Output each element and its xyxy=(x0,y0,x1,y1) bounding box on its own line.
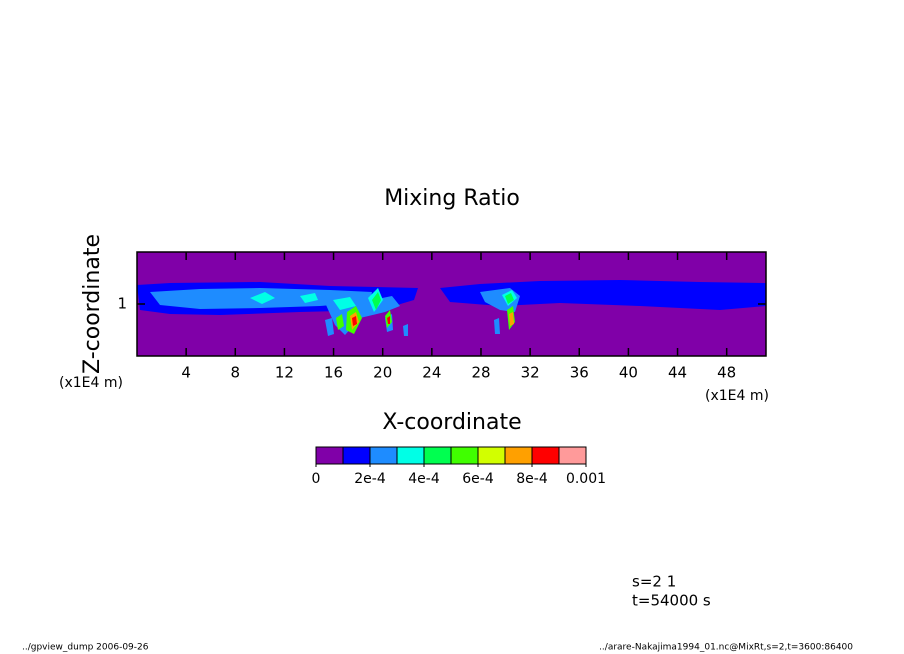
colorbar-cell xyxy=(396,446,425,465)
x-tick-label: 16 xyxy=(324,364,343,382)
contour-region xyxy=(509,312,514,326)
x-tick-label: 4 xyxy=(181,364,191,382)
contour-field xyxy=(137,252,766,356)
contour-region xyxy=(336,314,344,330)
x-unit: (x1E4 m) xyxy=(705,388,769,404)
contour-region xyxy=(300,293,318,303)
contour-region xyxy=(440,280,766,310)
x-axis-label: X-coordinate xyxy=(382,410,521,435)
x-tick-label: 48 xyxy=(717,364,736,382)
contour-region xyxy=(333,297,356,310)
y-unit: (x1E4 m) xyxy=(59,375,123,391)
y-axis-label: Z-coordinate xyxy=(80,234,105,374)
contour-region xyxy=(352,316,357,326)
contour-region xyxy=(494,318,500,334)
x-tick-label: 8 xyxy=(231,364,241,382)
x-tick-label: 40 xyxy=(619,364,638,382)
y-tick-label: 1 xyxy=(117,295,127,313)
contour-region xyxy=(325,318,334,336)
x-tick-label: 24 xyxy=(422,364,441,382)
contour-region xyxy=(403,324,408,336)
colorbar-cell xyxy=(315,446,344,465)
colorbar-cell xyxy=(342,446,371,465)
colorbar-cell xyxy=(477,446,506,465)
footer: ../gpview_dump 2006-09-26 xyxy=(22,643,149,653)
colorbar-cell xyxy=(558,446,587,465)
colorbar-cell xyxy=(450,446,479,465)
colorbar-cell xyxy=(423,446,452,465)
contour-region xyxy=(372,292,381,310)
colorbar-cell xyxy=(369,446,398,465)
colorbar-cell xyxy=(531,446,560,465)
colorbar-label: 4e-4 xyxy=(408,471,440,487)
colorbar-label: 2e-4 xyxy=(354,471,386,487)
x-tick-label: 32 xyxy=(521,364,540,382)
x-tick-label: 12 xyxy=(275,364,294,382)
colorbar-label: 0.001 xyxy=(566,471,606,487)
x-tick-label: 44 xyxy=(668,364,687,382)
contour-region xyxy=(387,316,390,324)
footer: ../arare-Nakajima1994_01.nc@MixRt,s=2,t=… xyxy=(599,643,853,653)
x-tick-label: 28 xyxy=(471,364,490,382)
contour-region xyxy=(505,293,514,304)
annotation: s=2 1 xyxy=(632,573,676,591)
annotation: t=54000 s xyxy=(632,592,711,610)
colorbar-label: 6e-4 xyxy=(462,471,494,487)
contour-region xyxy=(250,292,275,304)
x-tick-label: 36 xyxy=(570,364,589,382)
chart-title: Mixing Ratio xyxy=(384,186,520,211)
colorbar-cell xyxy=(504,446,533,465)
x-tick-label: 20 xyxy=(373,364,392,382)
colorbar-label: 8e-4 xyxy=(516,471,548,487)
colorbar-label: 0 xyxy=(312,471,321,487)
